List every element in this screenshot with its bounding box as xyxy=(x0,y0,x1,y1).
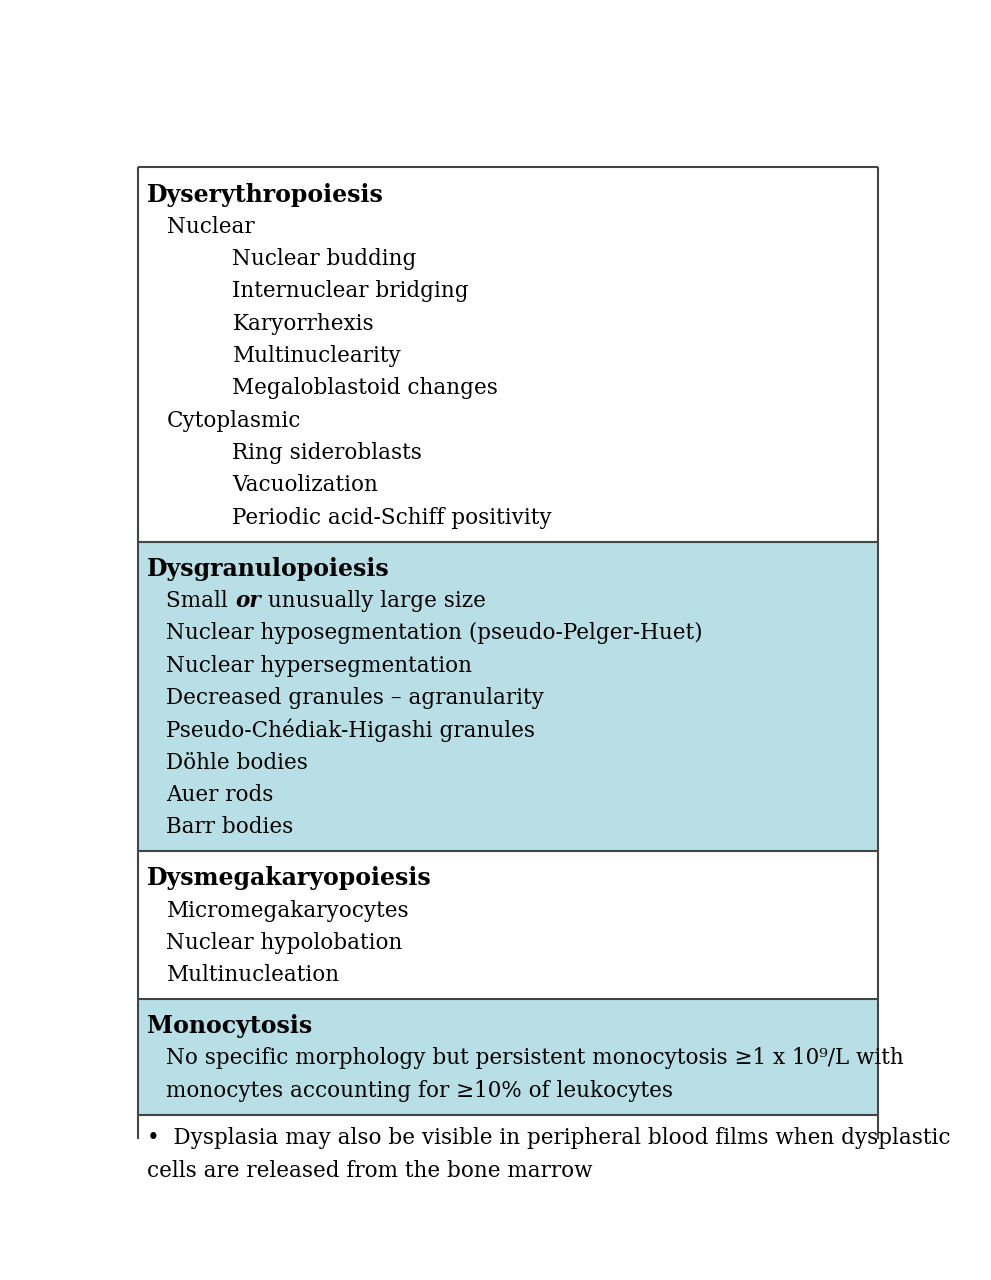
Text: Periodic acid-Schiff positivity: Periodic acid-Schiff positivity xyxy=(232,507,552,529)
Text: Monocytosis: Monocytosis xyxy=(147,1014,312,1038)
Bar xyxy=(138,541,878,851)
Text: Dysmegakaryopoiesis: Dysmegakaryopoiesis xyxy=(147,867,432,891)
Bar xyxy=(138,851,878,1000)
Text: monocytes accounting for ≥10% of leukocytes: monocytes accounting for ≥10% of leukocy… xyxy=(166,1080,674,1102)
Bar xyxy=(138,168,878,541)
Text: unusually large size: unusually large size xyxy=(261,590,486,612)
Text: Dysgranulopoiesis: Dysgranulopoiesis xyxy=(147,557,389,581)
Text: Small: Small xyxy=(166,590,235,612)
Text: or: or xyxy=(235,590,261,612)
Text: No specific morphology but persistent monocytosis ≥1 x 10⁹/L with: No specific morphology but persistent mo… xyxy=(166,1047,904,1069)
Text: Nuclear hypolobation: Nuclear hypolobation xyxy=(166,932,403,954)
Text: Barr bodies: Barr bodies xyxy=(166,817,293,838)
Text: Nuclear budding: Nuclear budding xyxy=(232,248,417,270)
Text: Multinucleation: Multinucleation xyxy=(166,964,340,986)
Text: Cytoplasmic: Cytoplasmic xyxy=(166,410,301,431)
Text: cells are released from the bone marrow: cells are released from the bone marrow xyxy=(147,1160,593,1181)
Text: Pseudo-Chédiak-Higashi granules: Pseudo-Chédiak-Higashi granules xyxy=(166,718,535,742)
Text: Döhle bodies: Döhle bodies xyxy=(166,751,308,773)
Text: Nuclear: Nuclear xyxy=(166,216,254,238)
Text: Nuclear hyposegmentation (pseudo-Pelger-Huet): Nuclear hyposegmentation (pseudo-Pelger-… xyxy=(166,622,704,644)
Text: Internuclear bridging: Internuclear bridging xyxy=(232,280,469,302)
Text: Auer rods: Auer rods xyxy=(166,785,274,806)
Text: Micromegakaryocytes: Micromegakaryocytes xyxy=(166,900,409,922)
Text: •  Dysplasia may also be visible in peripheral blood films when dysplastic: • Dysplasia may also be visible in perip… xyxy=(147,1128,950,1149)
Bar xyxy=(138,1000,878,1115)
Text: Multinuclearity: Multinuclearity xyxy=(232,346,401,367)
Text: Ring sideroblasts: Ring sideroblasts xyxy=(232,442,422,465)
Text: Vacuolization: Vacuolization xyxy=(232,475,379,497)
Text: Karyorrhexis: Karyorrhexis xyxy=(232,312,374,335)
Text: Decreased granules – agranularity: Decreased granules – agranularity xyxy=(166,687,544,709)
Text: Nuclear hypersegmentation: Nuclear hypersegmentation xyxy=(166,654,473,677)
Text: Megaloblastoid changes: Megaloblastoid changes xyxy=(232,378,498,399)
Text: Dyserythropoiesis: Dyserythropoiesis xyxy=(147,183,384,206)
Bar xyxy=(138,1115,878,1194)
